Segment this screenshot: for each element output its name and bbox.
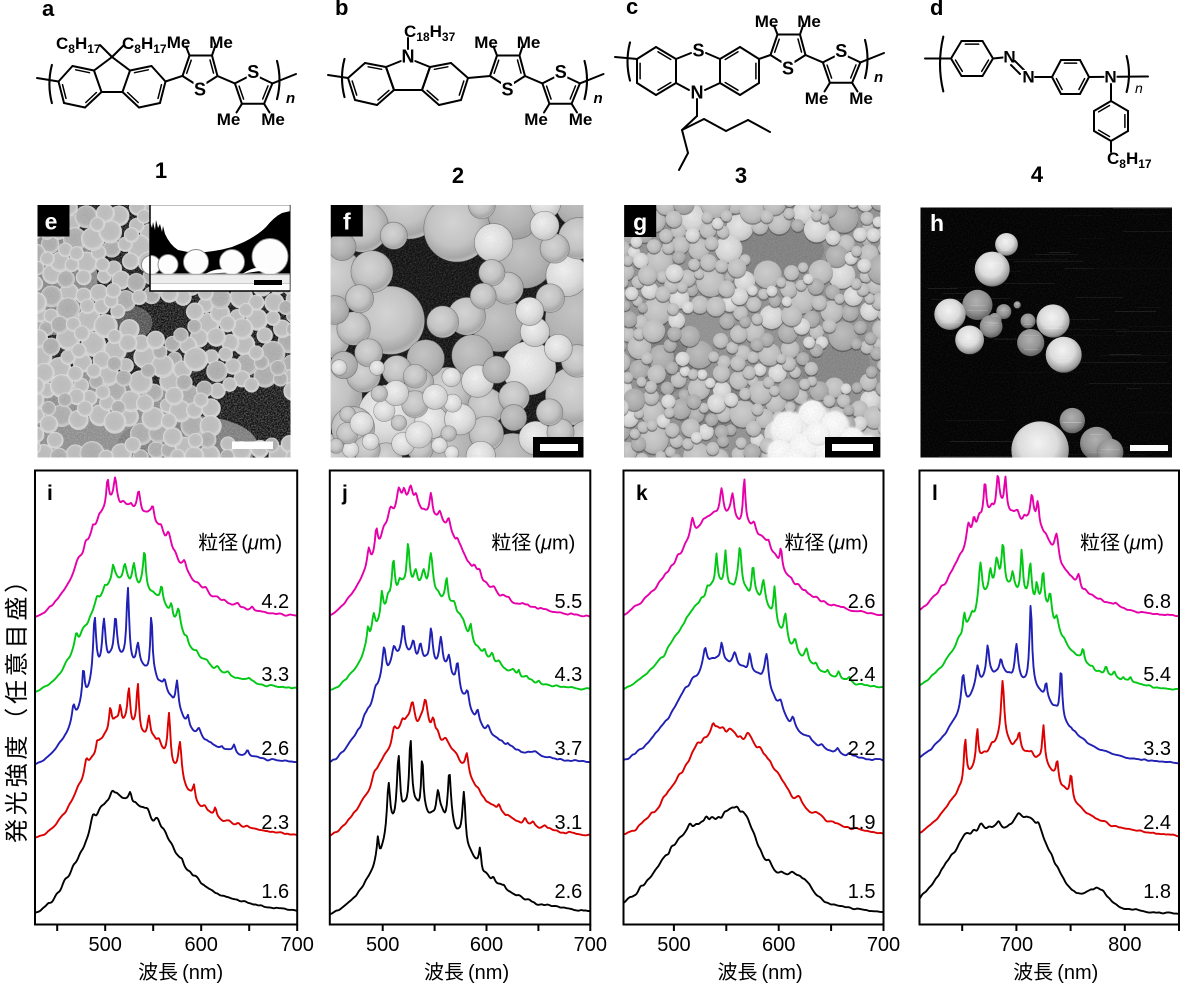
svg-text:2.4: 2.4 bbox=[1143, 812, 1171, 834]
svg-text:3.7: 3.7 bbox=[554, 738, 582, 760]
svg-text:5.5: 5.5 bbox=[554, 591, 582, 613]
svg-text:(μm): (μm) bbox=[241, 533, 282, 555]
svg-text:S: S bbox=[247, 62, 259, 82]
svg-text:S: S bbox=[782, 59, 794, 79]
svg-text:N: N bbox=[1003, 48, 1015, 67]
svg-text:4.2: 4.2 bbox=[261, 591, 289, 613]
svg-text:4.3: 4.3 bbox=[554, 664, 582, 686]
svg-text:d: d bbox=[930, 0, 943, 20]
svg-text:800: 800 bbox=[1108, 934, 1141, 956]
svg-text:n: n bbox=[594, 90, 603, 107]
svg-text:2.6: 2.6 bbox=[554, 881, 582, 903]
svg-text:N: N bbox=[691, 83, 704, 103]
svg-text:Me: Me bbox=[517, 33, 541, 52]
svg-text:(μm): (μm) bbox=[828, 533, 869, 555]
svg-text:2.6: 2.6 bbox=[261, 738, 289, 760]
svg-text:(μm): (μm) bbox=[1123, 533, 1164, 555]
svg-text:S: S bbox=[501, 80, 513, 100]
svg-text:(nm): (nm) bbox=[762, 962, 803, 984]
svg-text:2.6: 2.6 bbox=[848, 591, 876, 613]
svg-text:2.2: 2.2 bbox=[848, 738, 876, 760]
svg-text:500: 500 bbox=[366, 934, 399, 956]
svg-text:700: 700 bbox=[574, 934, 607, 956]
svg-text:Me: Me bbox=[805, 89, 829, 108]
svg-text:3.3: 3.3 bbox=[261, 664, 289, 686]
svg-text:i: i bbox=[47, 482, 53, 505]
svg-text:l: l bbox=[932, 482, 938, 505]
svg-text:1.6: 1.6 bbox=[261, 881, 289, 903]
svg-text:2.3: 2.3 bbox=[261, 812, 289, 834]
svg-text:Me: Me bbox=[849, 89, 873, 108]
svg-text:700: 700 bbox=[1000, 934, 1033, 956]
svg-text:700: 700 bbox=[281, 934, 314, 956]
svg-text:(nm): (nm) bbox=[1057, 962, 1098, 984]
svg-text:Me: Me bbox=[217, 110, 241, 129]
svg-text:3.1: 3.1 bbox=[554, 812, 582, 834]
svg-text:Me: Me bbox=[797, 12, 821, 31]
svg-text:Me: Me bbox=[261, 110, 285, 129]
svg-text:(nm): (nm) bbox=[468, 962, 509, 984]
svg-text:b: b bbox=[335, 0, 348, 20]
svg-text:h: h bbox=[930, 210, 944, 236]
svg-text:C8H17: C8H17 bbox=[122, 34, 167, 56]
svg-text:4: 4 bbox=[1031, 162, 1044, 187]
svg-text:k: k bbox=[636, 482, 648, 505]
svg-text:Me: Me bbox=[474, 33, 498, 52]
svg-text:f: f bbox=[343, 209, 351, 235]
svg-text:1: 1 bbox=[155, 158, 167, 183]
svg-text:600: 600 bbox=[762, 934, 795, 956]
svg-text:C18H37: C18H37 bbox=[404, 22, 456, 44]
svg-text:Me: Me bbox=[209, 33, 233, 52]
svg-text:S: S bbox=[555, 62, 567, 82]
svg-text:C8H17: C8H17 bbox=[1107, 149, 1152, 171]
svg-text:1.8: 1.8 bbox=[1143, 881, 1171, 903]
svg-text:1.9: 1.9 bbox=[848, 812, 876, 834]
svg-text:500: 500 bbox=[657, 934, 690, 956]
svg-text:C8H17: C8H17 bbox=[56, 34, 101, 56]
svg-text:g: g bbox=[633, 209, 647, 235]
svg-text:(μm): (μm) bbox=[534, 533, 575, 555]
svg-text:700: 700 bbox=[867, 934, 900, 956]
svg-text:Me: Me bbox=[524, 110, 548, 129]
svg-text:600: 600 bbox=[185, 934, 218, 956]
svg-text:1.5: 1.5 bbox=[848, 881, 876, 903]
svg-text:S: S bbox=[692, 41, 704, 61]
svg-text:Me: Me bbox=[569, 110, 593, 129]
svg-text:j: j bbox=[341, 482, 348, 505]
svg-text:S: S bbox=[835, 41, 847, 61]
svg-text:2: 2 bbox=[452, 163, 464, 188]
svg-text:6.8: 6.8 bbox=[1143, 591, 1171, 613]
svg-text:a: a bbox=[42, 0, 55, 21]
svg-text:5.4: 5.4 bbox=[1143, 664, 1171, 686]
svg-text:(nm): (nm) bbox=[182, 962, 223, 984]
svg-text:Me: Me bbox=[167, 33, 191, 52]
svg-text:N: N bbox=[1104, 68, 1116, 87]
svg-text:S: S bbox=[194, 80, 206, 100]
svg-text:3: 3 bbox=[735, 163, 747, 188]
svg-text:3.3: 3.3 bbox=[1143, 738, 1171, 760]
svg-text:500: 500 bbox=[89, 934, 122, 956]
svg-text:e: e bbox=[45, 209, 58, 235]
svg-text:n: n bbox=[286, 90, 295, 107]
svg-text:N: N bbox=[1022, 68, 1034, 87]
svg-text:N: N bbox=[402, 47, 415, 67]
svg-text:Me: Me bbox=[755, 12, 779, 31]
svg-text:2.4: 2.4 bbox=[848, 664, 876, 686]
svg-text:600: 600 bbox=[470, 934, 503, 956]
svg-text:n: n bbox=[1135, 80, 1143, 96]
svg-text:c: c bbox=[626, 0, 638, 19]
svg-text:n: n bbox=[874, 69, 883, 86]
